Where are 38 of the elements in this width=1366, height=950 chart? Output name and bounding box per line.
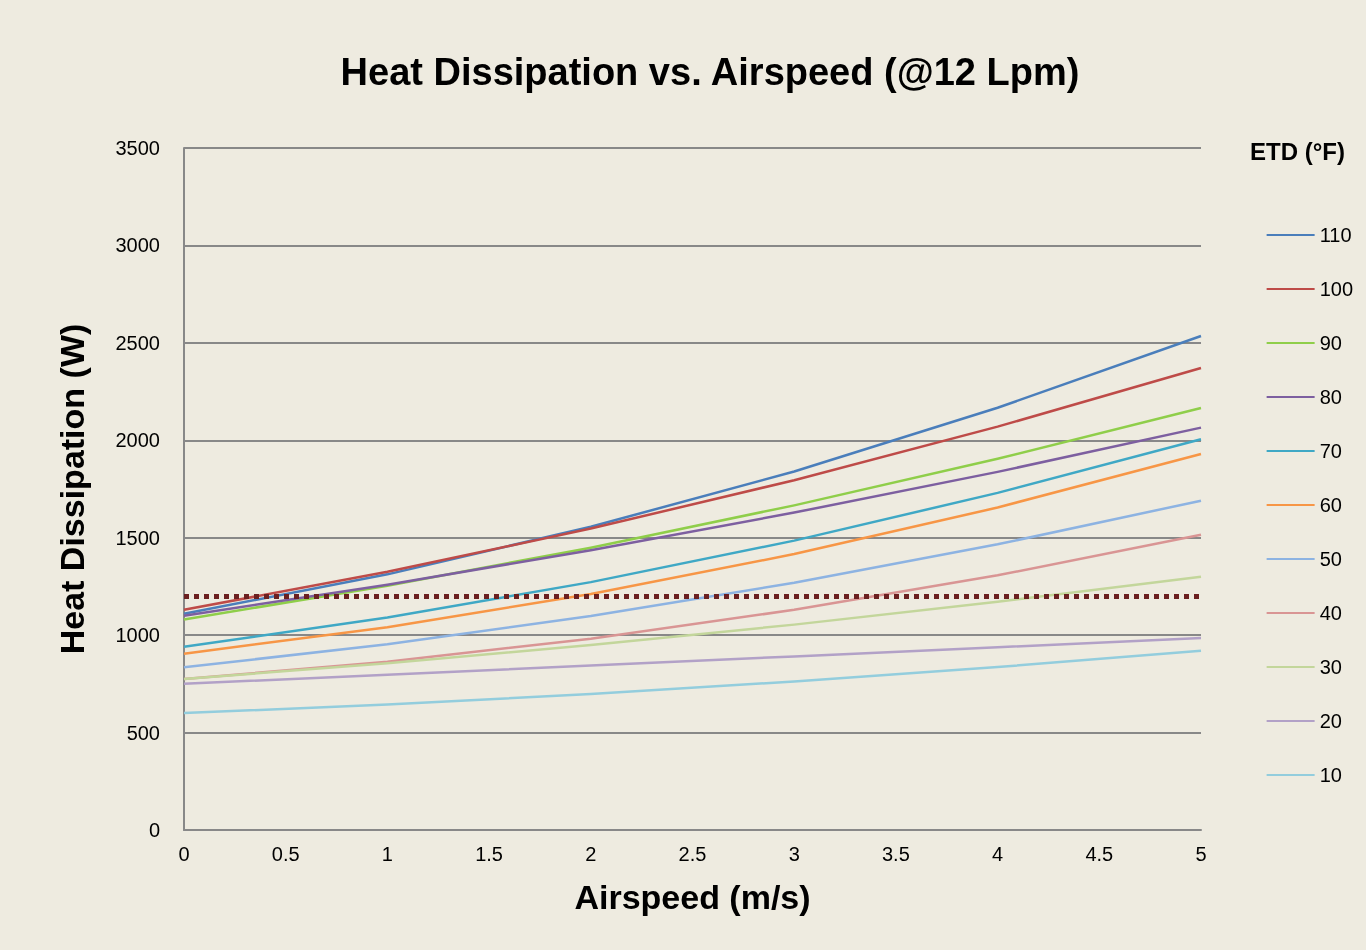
legend-label: 20: [1319, 710, 1342, 732]
y-tick-label: 1500: [115, 526, 160, 549]
legend-label: 80: [1319, 386, 1342, 408]
line-series: [182, 636, 1203, 686]
y-tick-label: 3500: [115, 137, 160, 159]
x-tick-label: 1.5: [475, 843, 504, 865]
x-axis-title: Airspeed (m/s): [574, 878, 811, 916]
y-tick-label: 2500: [115, 331, 160, 354]
y-tick-label: 1000: [115, 624, 160, 647]
legend-label: 30: [1319, 656, 1342, 678]
legend-label: 10: [1319, 764, 1342, 786]
x-tick-label: 2.5: [678, 843, 707, 865]
x-tick-label: 0: [178, 843, 190, 865]
legend-label: 90: [1319, 332, 1342, 354]
x-tick-label: 2: [585, 843, 597, 865]
legend-label: 60: [1319, 494, 1342, 516]
legend-label: 50: [1319, 548, 1342, 570]
legend-title: ETD (°F): [1250, 137, 1346, 165]
legend-label: 70: [1319, 440, 1342, 462]
x-tick-label: 3.5: [881, 843, 910, 865]
y-tick-label: 500: [126, 721, 160, 744]
y-tick-label: 3000: [115, 234, 160, 257]
line-series: [182, 649, 1203, 715]
x-tick-label: 0.5: [271, 843, 300, 865]
legend-label: 110: [1319, 224, 1352, 246]
line-series: [182, 575, 1203, 681]
x-tick-label: 4: [992, 843, 1004, 865]
y-tick-label: 0: [148, 819, 160, 841]
y-tick-label: 2000: [115, 429, 160, 452]
legend-label: 40: [1319, 602, 1342, 624]
x-tick-label: 4.5: [1085, 843, 1114, 865]
y-axis-title: Heat Dissipation (W): [53, 323, 91, 655]
x-tick-label: 5: [1195, 843, 1207, 865]
line-series: [182, 499, 1203, 669]
x-tick-label: 1: [381, 843, 393, 865]
x-tick-label: 3: [788, 843, 800, 865]
chart-title: Heat Dissipation vs. Airspeed (@12 Lpm): [340, 51, 1080, 93]
legend-label: 100: [1319, 278, 1354, 300]
